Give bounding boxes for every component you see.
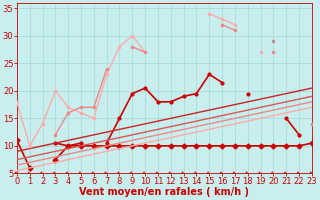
- X-axis label: Vent moyen/en rafales ( km/h ): Vent moyen/en rafales ( km/h ): [79, 187, 249, 197]
